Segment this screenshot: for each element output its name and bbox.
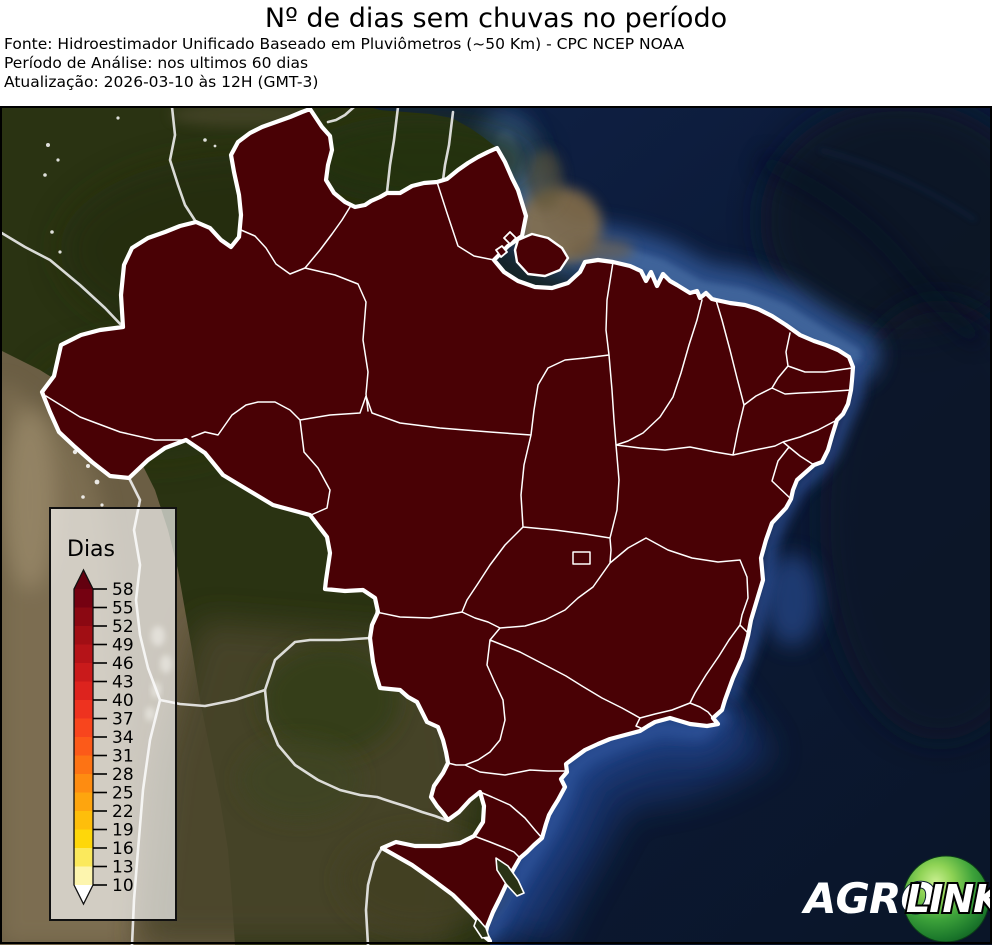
legend-tick-label: 55 <box>112 599 134 619</box>
legend-tick-label: 10 <box>112 876 134 896</box>
lagoon-patos <box>495 857 525 897</box>
colorbar-segment <box>74 829 93 849</box>
legend-tick-label: 34 <box>112 728 134 748</box>
colorbar-segment <box>74 663 93 682</box>
brazil-group <box>39 106 856 944</box>
legend-tick-label: 40 <box>112 691 134 711</box>
legend-tick-label: 13 <box>112 858 134 878</box>
logo-agro-text: AGRO <box>801 874 935 923</box>
source-line: Fonte: Hidroestimador Unificado Baseado … <box>4 35 685 53</box>
colorbar-segment <box>74 718 93 738</box>
header-source-block: Fonte: Hidroestimador Unificado Baseado … <box>0 35 992 92</box>
legend-tick-label: 49 <box>112 636 134 656</box>
delta-islets <box>495 231 517 258</box>
colorbar-segment <box>74 589 93 608</box>
page-title: Nº de dias sem chuvas no período <box>264 3 728 34</box>
state-borders <box>45 181 853 859</box>
border-guyana-suriname <box>385 105 400 194</box>
colorbar-segment <box>74 848 93 867</box>
logo: AGRO LINK <box>800 855 992 943</box>
marajo-island <box>513 232 570 278</box>
brazil-outline <box>39 106 856 944</box>
update-line: Atualização: 2026-03-10 às 12H (GMT-3) <box>4 73 319 91</box>
border-paraguay <box>263 636 448 822</box>
legend-title: Dias <box>67 537 115 562</box>
colorbar-segment <box>74 774 93 793</box>
header: Nº de dias sem chuvas no período Fonte: … <box>0 0 992 106</box>
legend-tick-label: 46 <box>112 654 134 674</box>
period-line: Período de Análise: nos ultimos 60 dias <box>4 54 309 72</box>
legend-tick-label: 58 <box>112 580 134 600</box>
map-container: Dias 58 55 52 49 46 43 40 37 34 31 28 25 22 19 16 13 10 … <box>0 100 992 945</box>
colorbar <box>74 589 93 886</box>
legend-tick-label: 31 <box>112 747 134 767</box>
legend-tick-label: 16 <box>112 839 134 859</box>
legend-tick-label: 22 <box>112 802 134 822</box>
lagoon-mirim <box>473 917 490 939</box>
colorbar-segment <box>74 681 93 701</box>
map-frame <box>0 106 992 944</box>
cloud-specks <box>43 116 217 507</box>
colorbar-segment <box>74 792 93 812</box>
colorbar-segment <box>74 644 93 664</box>
colorbar-segment <box>74 866 93 886</box>
colorbar-segment <box>74 626 93 645</box>
legend-tick-label: 43 <box>112 673 134 693</box>
colorbar-segment <box>74 700 93 719</box>
colorbar-segment <box>74 755 93 775</box>
legend-tick-label: 19 <box>112 821 134 841</box>
border-argentina-uruguay <box>364 846 384 945</box>
colorbar-top-arrow <box>74 570 93 589</box>
colorbar-segment <box>74 737 93 756</box>
df-square <box>572 551 591 565</box>
legend-tick-label: 37 <box>112 710 134 730</box>
colorbar-bottom-arrow <box>74 885 93 904</box>
border-colombia-peru <box>0 230 125 329</box>
colorbar-segment <box>74 607 93 627</box>
border-venezuela-guyana <box>326 105 356 124</box>
colorbar-segment <box>74 811 93 830</box>
border-venezuela-colombia <box>168 105 198 224</box>
legend-tick-label: 28 <box>112 765 134 785</box>
legend-tick-label: 25 <box>112 784 134 804</box>
coastal-lagoons <box>473 857 525 939</box>
map-canvas: Dias 5855524946434037343128252219161310 … <box>0 100 992 945</box>
legend-tick-label: 52 <box>112 617 134 637</box>
legend-box <box>49 507 177 921</box>
logo-link-text: LINK <box>906 877 992 921</box>
